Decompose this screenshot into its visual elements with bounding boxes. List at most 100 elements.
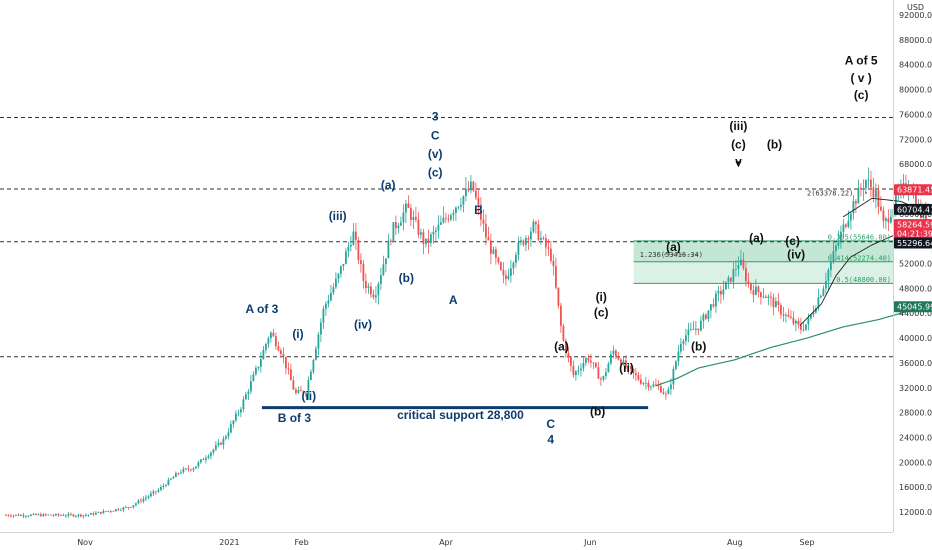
candle-body xyxy=(122,507,125,510)
candle-body xyxy=(580,368,582,371)
candle-body xyxy=(405,203,407,213)
candle-body xyxy=(800,324,802,330)
candle-body xyxy=(425,238,427,245)
candle-body xyxy=(140,500,142,502)
candle-body xyxy=(712,304,715,307)
candle-body xyxy=(867,179,870,181)
candle-body xyxy=(185,468,187,470)
candle-body xyxy=(85,515,87,517)
wave-label: (iv) xyxy=(354,318,372,332)
candle-body xyxy=(802,329,805,331)
candle-body xyxy=(557,287,560,306)
candle-body xyxy=(582,362,585,369)
candle-body xyxy=(620,359,622,365)
candle-body xyxy=(255,367,257,375)
candle-body xyxy=(785,314,787,316)
candle-body xyxy=(115,509,117,511)
candle-body xyxy=(860,187,862,190)
candle-body xyxy=(717,290,720,294)
candle-body xyxy=(172,476,175,479)
candle-body xyxy=(450,215,452,220)
candle-body xyxy=(540,237,542,240)
candle-body xyxy=(542,237,545,239)
candle-body xyxy=(187,468,190,470)
time-tick-label: Nov xyxy=(77,538,93,547)
candle-body xyxy=(190,469,192,471)
candle-body xyxy=(427,238,430,244)
price-tick-label: 40000.00 xyxy=(899,334,932,343)
candle-body xyxy=(437,224,440,231)
candle-body xyxy=(645,382,647,384)
wave-label: (i) xyxy=(292,327,303,341)
price-tick-label: 12000.00 xyxy=(899,508,932,517)
candle-body xyxy=(460,204,462,207)
candle-body xyxy=(670,384,672,390)
price-axis[interactable]: 12000.00 16000.00 20000.00 24000.00 28000.00… xyxy=(899,11,932,517)
candle-body xyxy=(857,187,860,204)
candle-body xyxy=(362,263,365,281)
candle-body xyxy=(65,515,67,517)
candle-body xyxy=(35,513,37,515)
candle-body xyxy=(330,292,332,301)
candle-body xyxy=(915,193,917,209)
candle-body xyxy=(735,268,737,270)
candle-body xyxy=(257,366,260,368)
candle-body xyxy=(870,179,872,188)
candle-body xyxy=(102,510,105,514)
time-tick-label: Jun xyxy=(583,538,597,547)
candle-body xyxy=(195,466,197,469)
candle-body xyxy=(12,515,15,517)
candle-body xyxy=(742,259,745,269)
candle-body xyxy=(280,350,282,355)
candle-body xyxy=(235,413,237,421)
candle-body xyxy=(442,217,445,223)
price-tick-label: 76000.00 xyxy=(899,110,932,119)
candle-body xyxy=(320,322,322,335)
candle-body xyxy=(160,486,162,490)
price-badge-countdown: 04:21:39 xyxy=(897,230,932,239)
price-badge-layer: 63871.45 60704.41 58264.5904:21:3955296.64… xyxy=(894,184,932,313)
candle-body xyxy=(242,399,245,410)
candle-body xyxy=(335,278,337,288)
candle-body xyxy=(135,503,137,506)
price-tick-label: 28000.00 xyxy=(899,409,932,418)
candle-body xyxy=(52,515,55,517)
candle-body xyxy=(307,379,310,394)
candle-body xyxy=(667,389,670,394)
candle-body xyxy=(482,219,485,224)
candle-body xyxy=(872,187,875,198)
candle-body xyxy=(385,258,387,265)
time-tick-label: Aug xyxy=(727,538,743,547)
candle-body xyxy=(710,304,712,311)
candle-body xyxy=(760,292,762,298)
candle-body xyxy=(382,264,385,276)
candle-body xyxy=(37,514,40,516)
wave-label: (b) xyxy=(590,405,605,419)
candle-body xyxy=(22,514,25,517)
candle-body xyxy=(240,409,242,413)
price-badge xyxy=(894,184,932,196)
candle-body xyxy=(192,468,195,470)
candle-body xyxy=(17,514,20,516)
candle-body xyxy=(360,260,362,264)
candle-body xyxy=(772,297,775,308)
candle-body xyxy=(342,263,345,267)
extension-level-label: 2(63378.22) xyxy=(807,189,853,197)
fib-zone-layer xyxy=(633,240,893,284)
fib-zone-inner xyxy=(633,240,893,262)
candle-body xyxy=(765,296,767,298)
candle-body xyxy=(610,354,612,364)
candle-body xyxy=(550,248,552,261)
candle-body xyxy=(490,240,492,254)
candle-body xyxy=(477,197,480,205)
wave-arrow-marker xyxy=(735,161,742,168)
candle-body xyxy=(885,218,887,222)
candle-body xyxy=(842,224,845,232)
candle-body xyxy=(510,268,512,276)
candle-body xyxy=(845,224,847,227)
time-axis[interactable]: Nov2021FebAprJunAugSepNov2022FebApr xyxy=(77,538,932,547)
candle-body xyxy=(720,290,722,295)
candle-body xyxy=(565,340,567,354)
wave-label: (c) xyxy=(854,88,869,102)
